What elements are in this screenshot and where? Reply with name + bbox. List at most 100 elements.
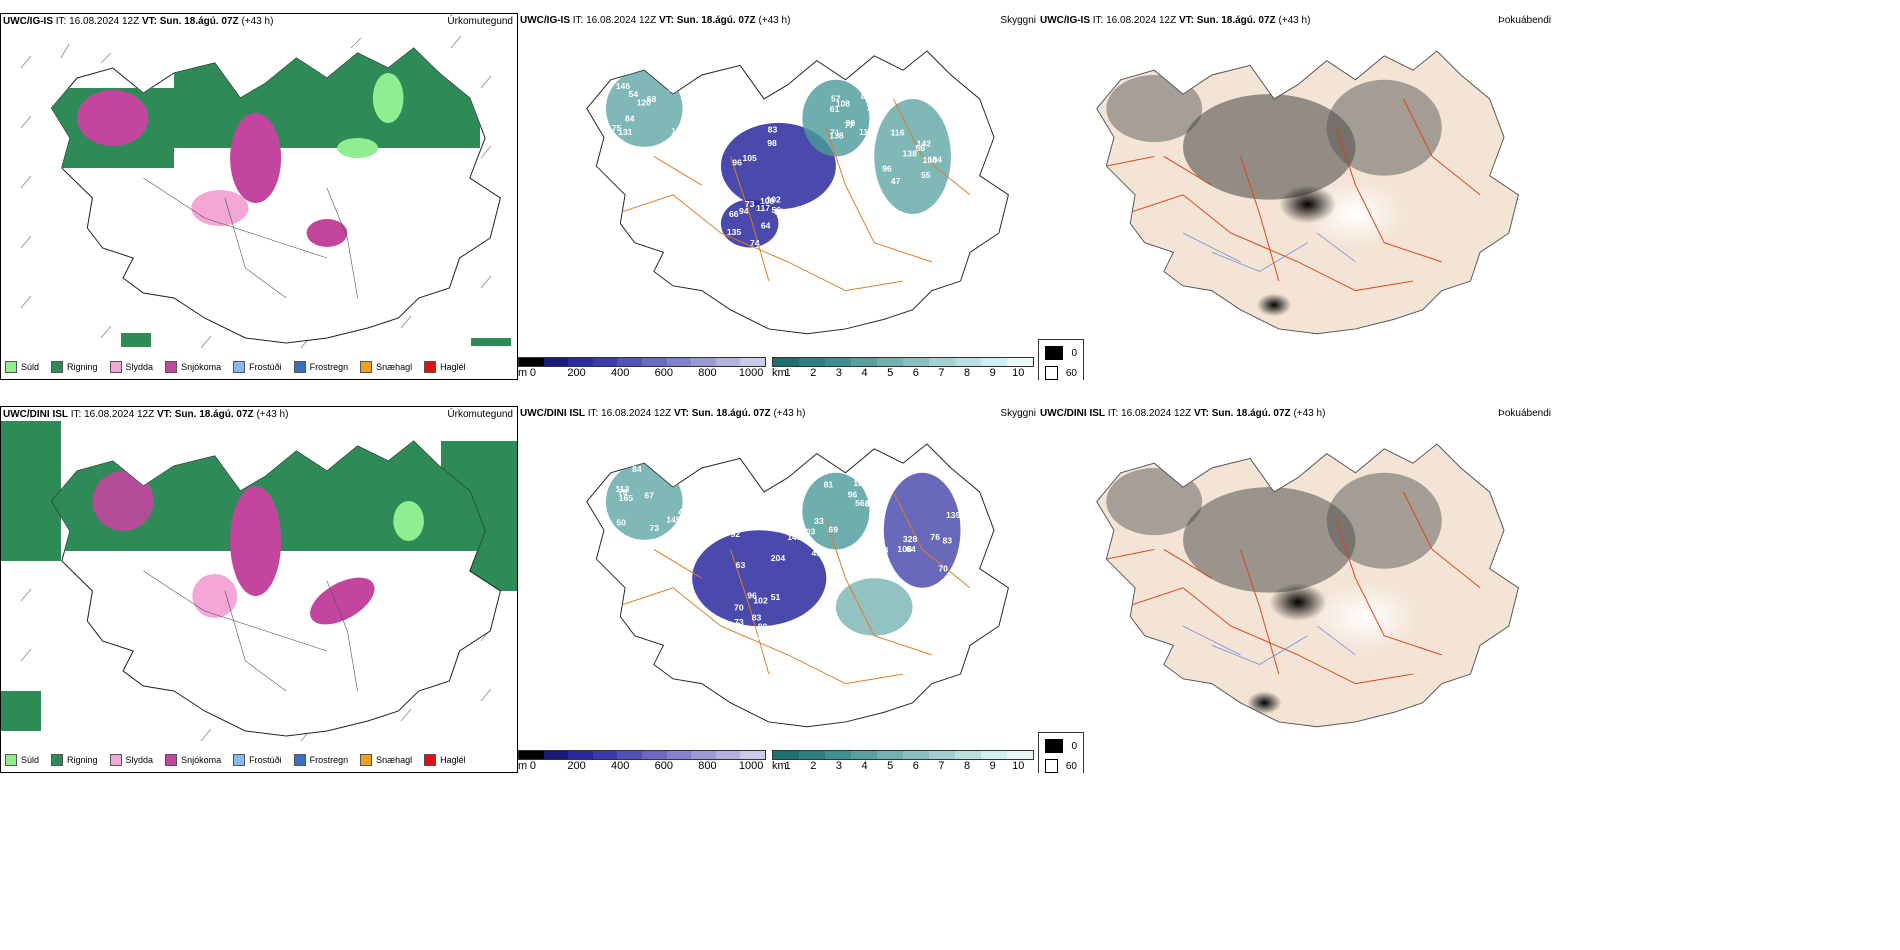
- panel-title: Skyggni: [1000, 15, 1036, 26]
- colorbar-cell: [1007, 751, 1033, 759]
- ceiling-map: 106 96 84 138 117 131 98 108 96 94 75 73 57 142 64 146 8…: [586, 50, 1009, 335]
- colorbar-tick: 400: [610, 760, 630, 772]
- ceiling-value-label: 131: [727, 620, 742, 630]
- ceiling-value-label: 146: [616, 81, 631, 91]
- colorbar-tick: 2: [810, 367, 817, 379]
- ceiling-value-label: 102: [753, 596, 768, 606]
- colorbar-cell: [519, 358, 544, 366]
- ceiling-value-label: 84: [861, 91, 871, 101]
- ceiling-value-label: 131: [618, 127, 633, 137]
- ceiling-value-label: 63: [736, 560, 746, 570]
- fog-map: [1096, 443, 1519, 728]
- ceiling-value-label: 149: [787, 532, 802, 542]
- colorbar-tick: 0: [529, 760, 536, 772]
- colorbar-cell: [981, 751, 1007, 759]
- colorbar-cell: [851, 751, 877, 759]
- precip-map: [20, 35, 511, 349]
- ceiling-value-label: 57: [831, 93, 841, 103]
- legend-item: Slydda: [109, 754, 153, 766]
- legend-item: Rigning: [51, 754, 98, 766]
- colorbar-cell: [519, 751, 544, 759]
- ceiling-value-label: 64: [906, 544, 916, 554]
- legend-item: Haglél: [424, 754, 466, 766]
- ceiling-value-label: 47: [891, 176, 901, 186]
- colorbar-tick: 7: [938, 367, 945, 379]
- ceiling-value-label: 87: [865, 499, 875, 509]
- ceiling-value-label: 83: [752, 612, 762, 622]
- legend-item: Snjókoma: [165, 754, 221, 766]
- legend-item: Frostregn: [293, 754, 348, 766]
- ceiling-value-label: 70: [734, 602, 744, 612]
- ceiling-value-label: 70: [938, 564, 948, 574]
- legend-item: Súld: [5, 754, 39, 766]
- colorbar-cell: [666, 358, 692, 366]
- ceiling-value-label: 112: [859, 127, 873, 137]
- ceiling-value-label: 117: [866, 498, 880, 508]
- ceiling-value-label: 56: [855, 498, 865, 508]
- ceiling-value-label: 98: [767, 138, 777, 148]
- ceiling-value-label: 66: [729, 209, 739, 219]
- colorbar-tick: 10: [1012, 367, 1025, 379]
- colorbar-cell: [773, 358, 799, 366]
- colorbar-tick: 600: [654, 760, 673, 772]
- colorbar-tick: 6: [912, 760, 919, 772]
- visibility-colorbar: km 1 2 3 4 5 6 7 8 9 10: [772, 357, 1034, 379]
- ceiling-value-label: 103: [801, 526, 816, 536]
- panel-title: Þokuábendi: [1498, 15, 1551, 26]
- panel-header: UWC/IG-IS IT: 16.08.2024 12Z VT: Sun. 18…: [1040, 15, 1311, 26]
- colorbar-tick: 6: [912, 367, 919, 379]
- panel-header: UWC/DINI ISL IT: 16.08.2024 12Z VT: Sun.…: [520, 408, 806, 419]
- colorbar-cell: [877, 358, 903, 366]
- colorbar-cell: [929, 358, 955, 366]
- colorbar-cell: [568, 751, 593, 759]
- colorbar-cell: [1007, 358, 1033, 366]
- fog-map: [1096, 50, 1519, 335]
- ceiling-value-label: 92: [724, 619, 734, 629]
- ceiling-value-label: 73: [745, 199, 755, 209]
- ceiling-value-label: 90: [811, 207, 821, 217]
- precip-map: [1, 421, 517, 751]
- legend-swatch: [51, 754, 64, 766]
- ceiling-value-label: 95: [668, 83, 678, 93]
- colorbar-tick: 200: [567, 367, 586, 379]
- precip-legend: Súld Rigning Slydda Snjókoma Frostúði Fr…: [5, 754, 466, 766]
- panel-title: Þokuábendi: [1498, 408, 1551, 419]
- colorbar-tick: 7: [938, 760, 945, 772]
- legend-item: Snjókoma: [165, 361, 221, 373]
- ceiling-value-label: 96: [848, 489, 858, 499]
- colorbar-cell: [641, 358, 667, 366]
- ceiling-value-label: 149: [666, 514, 681, 524]
- legend-item: Snæhagl: [360, 361, 412, 373]
- colorbar-cell: [877, 751, 903, 759]
- colorbar-cell: [715, 358, 741, 366]
- legend-swatch: [424, 361, 437, 373]
- colorbar-cell: [592, 751, 618, 759]
- colorbar-unit: m: [518, 760, 528, 772]
- ceiling-value-label: 83: [768, 124, 778, 134]
- colorbar-tick: 9: [989, 367, 996, 379]
- ceiling-value-label: 68: [879, 545, 889, 555]
- legend-item: Rigning: [51, 361, 98, 373]
- ceiling-value-label: 104: [928, 154, 943, 164]
- legend-swatch: [293, 754, 306, 766]
- panel-header: UWC/DINI ISL IT: 16.08.2024 12Z VT: Sun.…: [3, 409, 289, 420]
- colorbar-tick: 200: [567, 760, 586, 772]
- colorbar-cell: [903, 358, 929, 366]
- colorbar-cell: [955, 358, 981, 366]
- ceiling-value-label: 183: [853, 478, 868, 488]
- panel-header: UWC/DINI ISL IT: 16.08.2024 12Z VT: Sun.…: [1040, 408, 1326, 419]
- ceiling-value-label: 106: [671, 126, 686, 136]
- colorbar-tick: 5: [887, 367, 894, 379]
- colorbar-tick: 4: [861, 367, 868, 379]
- ceiling-value-label: 61: [830, 104, 840, 114]
- legend-swatch: [360, 754, 373, 766]
- colorbar-unit: m: [518, 367, 528, 379]
- colorbar-cell: [617, 751, 642, 759]
- ceiling-value-label: 93: [774, 207, 784, 217]
- ceiling-value-label: 92: [752, 632, 762, 642]
- ceiling-value-label: 78: [618, 487, 628, 497]
- visibility-panel-1: UWC/IG-IS IT: 16.08.2024 12Z VT: Sun. 18…: [518, 13, 1038, 380]
- colorbar-tick: 800: [698, 367, 717, 379]
- colorbar-cell: [691, 358, 716, 366]
- colorbar-cell: [825, 358, 851, 366]
